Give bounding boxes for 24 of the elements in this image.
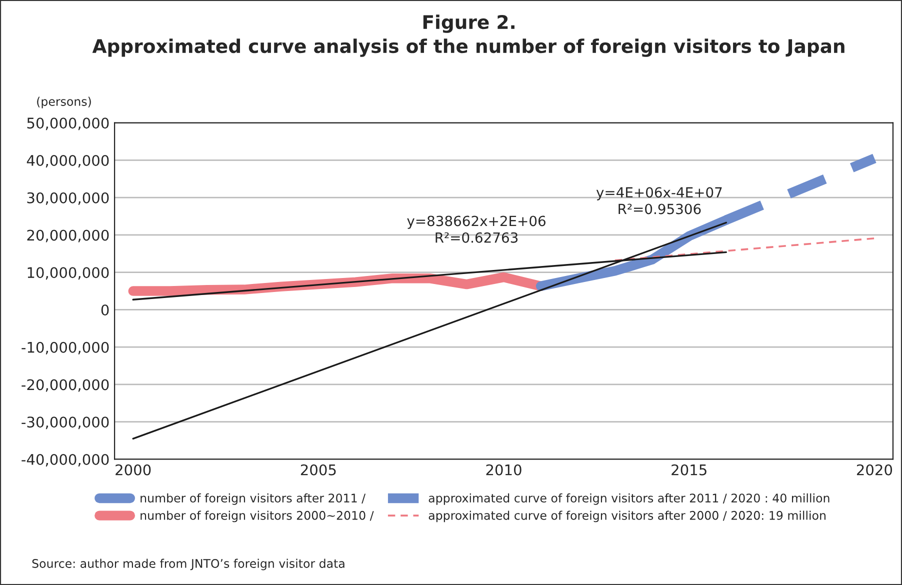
x-tick-label: 2010 xyxy=(486,464,522,476)
x-tick-label: 2000 xyxy=(116,464,151,476)
y-tick-label: 20,000,000 xyxy=(27,230,109,242)
legend-label: approximated curve of foreign visitors after 2011 / 2020 : 40 million xyxy=(428,493,830,505)
y-axis-title: (persons) xyxy=(37,96,91,108)
source-note: Source: author made from JNTO’s foreign visitor data xyxy=(32,558,344,570)
y-tick-label: 40,000,000 xyxy=(26,154,109,168)
y-tick-label: -10,000,000 xyxy=(22,342,109,354)
x-tick-label: 2005 xyxy=(300,464,336,476)
y-tick-label: 0 xyxy=(101,304,109,316)
legend-label: approximated curve of foreign visitors after 2000 / 2020: 19 million xyxy=(428,510,826,522)
annotation: y=838662x+2E+06 R²=0.62763 xyxy=(407,216,546,243)
legend-label: number of foreign visitors 2000~2010 / xyxy=(140,510,374,522)
chart-title: Figure 2. Approximated curve analysis of the number of foreign visitors to Japan xyxy=(92,14,844,57)
annotation: y=4E+06x-4E+07 R²=0.95306 xyxy=(596,187,722,214)
legend-label: number of foreign visitors after 2011 / xyxy=(140,493,366,505)
x-tick-label: 2015 xyxy=(672,464,706,476)
y-tick-label: 30,000,000 xyxy=(27,192,109,205)
y-tick-label: -30,000,000 xyxy=(22,416,109,430)
y-tick-label: 50,000,000 xyxy=(27,118,109,130)
y-tick-label: -20,000,000 xyxy=(22,379,109,392)
y-tick-label: 10,000,000 xyxy=(28,267,109,280)
x-tick-label: 2020 xyxy=(856,464,892,476)
y-tick-label: -40,000,000 xyxy=(22,454,109,466)
